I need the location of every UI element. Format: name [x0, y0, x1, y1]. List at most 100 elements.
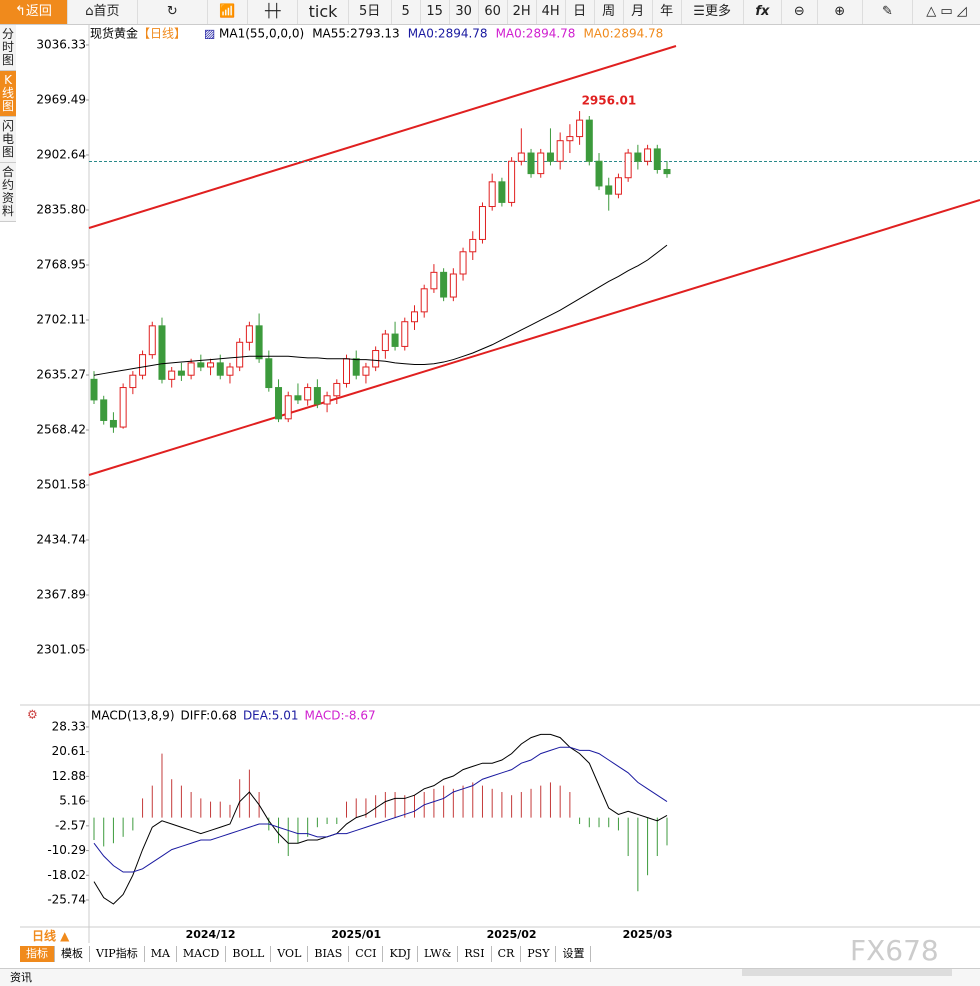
candle-body — [517, 152, 525, 162]
indicator-tab[interactable]: MA — [145, 946, 177, 962]
candle-body — [644, 148, 652, 162]
more-button[interactable]: ☰更多 — [682, 0, 744, 24]
candle-body — [614, 177, 622, 195]
indicator-tab[interactable]: CR — [492, 946, 522, 962]
legend-item: MA0:2894.78 — [583, 27, 663, 41]
legend-item: MA1(55,0,0,0) — [219, 27, 304, 41]
period-button[interactable]: 5日 — [349, 0, 392, 24]
period-button[interactable]: 日 — [566, 0, 595, 24]
y-tick-label: 2902.64 — [36, 147, 86, 161]
indicator-tab[interactable]: RSI — [458, 946, 492, 962]
instrument: 现货黄金 — [90, 26, 138, 41]
side-tab[interactable]: 合约资料 — [0, 163, 16, 222]
indicator-tab[interactable]: 指标 — [20, 946, 55, 962]
indicator-tabs: 指标 模板 VIP指标 MA MACD BOLL VOL BIAS CCI KDJ LW& RSI CR… — [20, 946, 592, 962]
macd-legend: DIFF:0.68 — [181, 709, 237, 723]
y-tick-label: 2969.49 — [36, 92, 86, 106]
side-tab[interactable]: 闪电图 — [0, 117, 16, 163]
candle-body — [449, 273, 457, 298]
macd-tick-label: 5.16 — [59, 794, 86, 808]
tools[interactable]: △ ▭ ◿ — [926, 4, 967, 19]
indicator-tab[interactable]: 设置 — [556, 946, 592, 962]
toolbar: ↰返回 ⌂首页 ↻ 📶 ┼┼ tick 5日 5 15 30 60 2H 4H 日周月年 ☰更… — [0, 0, 980, 25]
candle-body — [100, 399, 108, 421]
zoom-in[interactable]: ⊕ — [818, 0, 863, 24]
fx-button[interactable]: fx — [744, 0, 783, 24]
period-button[interactable]: 4H — [537, 0, 566, 24]
candle-body — [343, 358, 351, 384]
y-tick-label: 2702.11 — [36, 312, 86, 326]
y-tick-label: 2768.95 — [36, 257, 86, 271]
candle-body — [430, 271, 438, 290]
candle-body — [556, 140, 564, 162]
x-tick-label: 2024/12 — [186, 928, 236, 941]
candle-icon[interactable]: ┼┼ — [248, 0, 299, 24]
candle-body — [313, 387, 321, 405]
indicator-tab[interactable]: KDJ — [383, 946, 418, 962]
indicator-tab[interactable]: BIAS — [308, 946, 350, 962]
y-tick-label: 2835.80 — [36, 202, 86, 216]
x-tick-label: 2025/02 — [487, 928, 537, 941]
candle-body — [109, 419, 117, 428]
refresh-button[interactable]: ↻ — [138, 0, 208, 24]
scrollbar[interactable] — [742, 969, 952, 976]
candle-body — [624, 152, 632, 179]
candle-body — [294, 395, 302, 401]
indicator-tab[interactable]: LW& — [418, 946, 459, 962]
indicator-tab[interactable]: CCI — [349, 946, 384, 962]
zoom-out[interactable]: ⊖ — [782, 0, 818, 24]
period-button[interactable]: 15 — [421, 0, 450, 24]
high-annotation: 2956.01 — [582, 94, 637, 108]
y-tick-label: 2635.27 — [36, 367, 86, 381]
period-button[interactable]: 月 — [624, 0, 653, 24]
candle-body — [362, 366, 370, 376]
tick-button[interactable]: tick — [298, 0, 349, 24]
period-button[interactable]: 60 — [479, 0, 508, 24]
period-select[interactable]: 日线 ▲ — [20, 928, 88, 945]
candle-body — [158, 325, 166, 380]
indicator-tab[interactable]: BOLL — [226, 946, 272, 962]
candle-body — [352, 358, 360, 376]
period-button[interactable]: 年 — [653, 0, 682, 24]
candle-body — [129, 374, 137, 389]
candle-body — [187, 362, 195, 376]
side-tab[interactable]: 分时图 — [0, 25, 16, 71]
watermark: FX678 — [850, 934, 939, 967]
period-button[interactable]: 30 — [450, 0, 479, 24]
diff-line — [93, 733, 668, 905]
side-tab[interactable]: K线图 — [0, 71, 16, 117]
candle-body — [401, 321, 409, 347]
indicator-tab[interactable]: MACD — [177, 946, 227, 962]
candle-body — [275, 387, 283, 420]
draw-button[interactable]: ✎ — [863, 0, 914, 24]
y-tick-label: 2501.58 — [36, 478, 86, 492]
candle-body — [527, 152, 535, 175]
candle-body — [537, 152, 545, 175]
indicator-tab[interactable]: 模板 — [55, 946, 90, 962]
period-button[interactable]: 周 — [595, 0, 624, 24]
indicator-tab[interactable]: VIP指标 — [90, 946, 145, 962]
candle-body — [265, 358, 273, 389]
period-button[interactable]: 2H — [508, 0, 537, 24]
candle-body — [168, 370, 176, 380]
back-button[interactable]: ↰返回 — [0, 0, 68, 24]
indicator-tab[interactable]: PSY — [521, 946, 557, 962]
macd-tick-label: 28.33 — [52, 719, 86, 733]
chart-icon[interactable]: 📶 — [208, 0, 249, 24]
indicator-tab[interactable]: VOL — [271, 946, 309, 962]
candle-body — [410, 311, 418, 323]
trend-line — [88, 199, 980, 476]
candle-body — [304, 387, 312, 401]
macd-tick-label: -10.29 — [47, 843, 86, 857]
macd-tick-label: 12.88 — [52, 769, 86, 783]
news-tab[interactable]: 资讯 — [10, 971, 32, 984]
candle-body — [207, 362, 215, 368]
period-button[interactable]: 5 — [392, 0, 421, 24]
y-tick-label: 2568.42 — [36, 423, 86, 437]
macd-tick-label: -18.02 — [47, 868, 86, 882]
candle-body — [333, 382, 341, 397]
candle-body — [546, 152, 554, 162]
home-button[interactable]: ⌂首页 — [68, 0, 138, 24]
side-tabs: 分时图 K线图 闪电图 合约资料 — [0, 25, 18, 222]
